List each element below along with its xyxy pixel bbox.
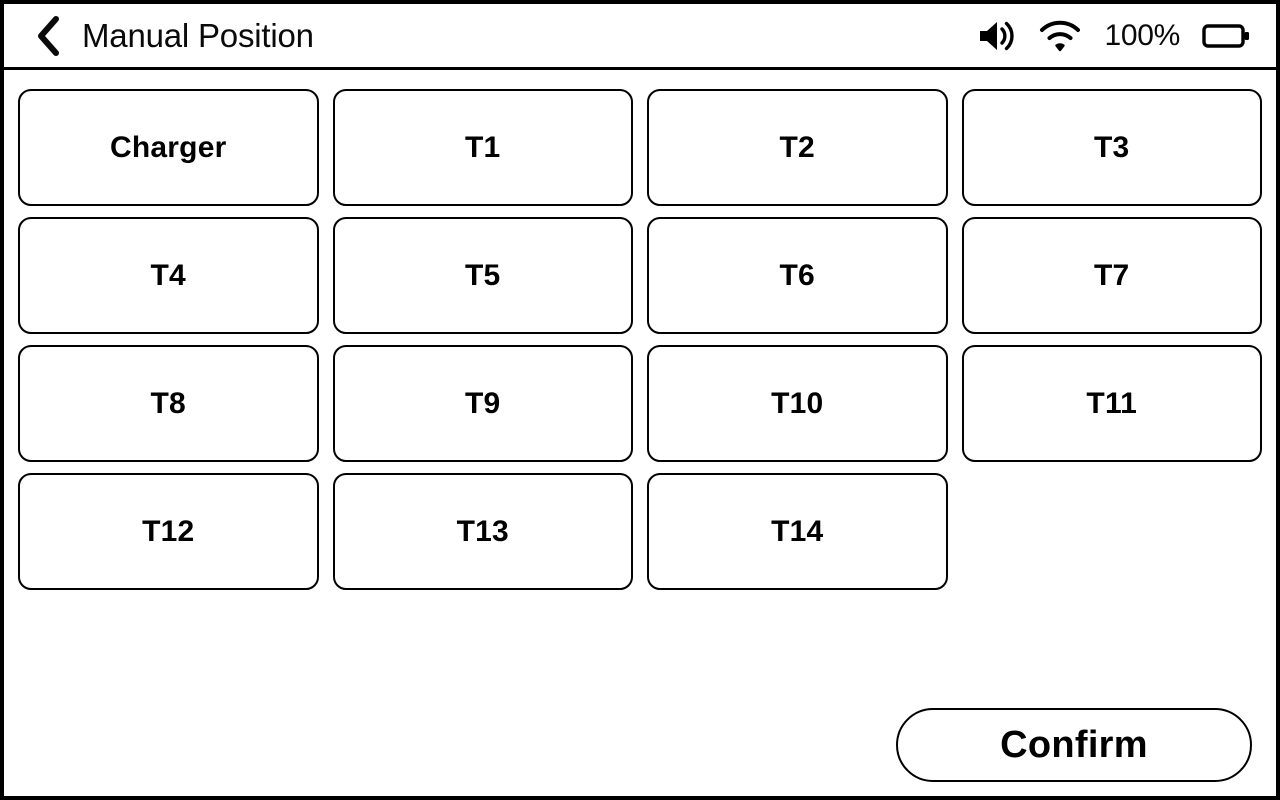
position-grid: Charger T1 T2 T3 T4 T5 T6 T7 T8 T9 T10 T… <box>18 89 1262 590</box>
position-button-t5[interactable]: T5 <box>332 217 633 334</box>
chevron-left-icon <box>35 15 61 57</box>
battery-icon <box>1202 22 1250 50</box>
position-button-t8[interactable]: T8 <box>18 345 319 462</box>
position-button-t9[interactable]: T9 <box>332 345 633 462</box>
position-button-t1[interactable]: T1 <box>332 89 633 206</box>
page-title: Manual Position <box>82 17 314 54</box>
content-area: Charger T1 T2 T3 T4 T5 T6 T7 T8 T9 T10 T… <box>4 70 1276 796</box>
position-button-t4[interactable]: T4 <box>18 217 319 334</box>
position-button-t2[interactable]: T2 <box>647 89 948 206</box>
position-button-t6[interactable]: T6 <box>647 217 948 334</box>
position-button-t7[interactable]: T7 <box>961 217 1262 334</box>
position-button-t13[interactable]: T13 <box>332 473 633 590</box>
confirm-button[interactable]: Confirm <box>896 708 1252 782</box>
wifi-icon <box>1038 19 1082 53</box>
back-button[interactable] <box>30 14 66 58</box>
position-button-t14[interactable]: T14 <box>647 473 948 590</box>
position-button-t10[interactable]: T10 <box>647 345 948 462</box>
position-slot-empty <box>962 473 1263 590</box>
position-button-t3[interactable]: T3 <box>961 89 1262 206</box>
header-bar: Manual Position 100% <box>4 4 1276 70</box>
battery-percent-label: 100% <box>1104 18 1180 52</box>
status-bar: 100% <box>976 18 1258 54</box>
speaker-volume-icon <box>976 18 1016 54</box>
position-button-t11[interactable]: T11 <box>961 345 1262 462</box>
footer-bar: Confirm <box>4 700 1276 790</box>
position-button-t12[interactable]: T12 <box>18 473 319 590</box>
position-button-charger[interactable]: Charger <box>18 89 319 206</box>
